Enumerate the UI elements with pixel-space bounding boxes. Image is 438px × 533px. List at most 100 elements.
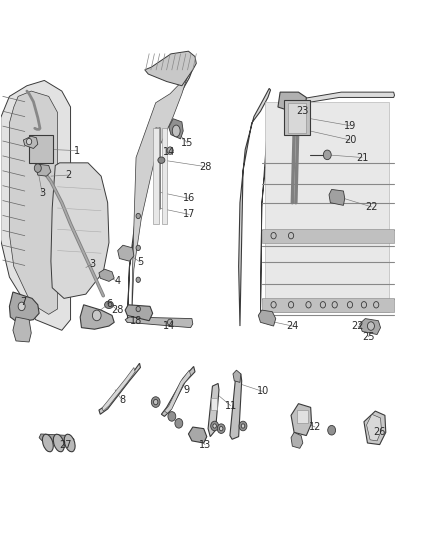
Text: 18: 18 <box>130 316 142 326</box>
Polygon shape <box>10 91 57 314</box>
Text: 13: 13 <box>199 440 211 450</box>
Circle shape <box>168 411 176 421</box>
Polygon shape <box>367 414 381 441</box>
Text: 28: 28 <box>112 305 124 315</box>
Circle shape <box>211 421 219 431</box>
Polygon shape <box>118 245 134 261</box>
Polygon shape <box>39 434 74 447</box>
Polygon shape <box>230 374 242 439</box>
Circle shape <box>288 302 293 308</box>
Circle shape <box>328 425 336 435</box>
Text: 26: 26 <box>374 427 386 438</box>
Polygon shape <box>99 364 141 414</box>
Polygon shape <box>239 88 271 326</box>
Text: 22: 22 <box>366 202 378 212</box>
Polygon shape <box>169 119 183 139</box>
Polygon shape <box>164 370 191 413</box>
Bar <box>288 103 306 133</box>
Circle shape <box>347 302 353 308</box>
Text: 16: 16 <box>183 193 195 204</box>
Ellipse shape <box>53 434 64 452</box>
Bar <box>297 410 307 423</box>
Text: 3: 3 <box>89 259 95 269</box>
Circle shape <box>332 302 337 308</box>
Text: 8: 8 <box>119 395 125 406</box>
Circle shape <box>306 302 311 308</box>
Text: 2: 2 <box>65 170 71 180</box>
Polygon shape <box>125 305 152 321</box>
Polygon shape <box>13 317 31 342</box>
Polygon shape <box>99 269 114 281</box>
Text: 1: 1 <box>74 146 80 156</box>
Ellipse shape <box>42 434 53 452</box>
Text: 25: 25 <box>362 332 374 342</box>
Circle shape <box>167 147 173 155</box>
Text: 17: 17 <box>183 209 195 220</box>
Text: 19: 19 <box>344 120 356 131</box>
Text: 12: 12 <box>309 422 321 432</box>
Circle shape <box>153 399 158 405</box>
Bar <box>29 135 53 163</box>
Circle shape <box>136 245 141 251</box>
Polygon shape <box>258 310 276 326</box>
Circle shape <box>92 310 101 321</box>
Text: 14: 14 <box>162 321 175 331</box>
Text: 3: 3 <box>39 188 45 198</box>
Text: 15: 15 <box>181 138 194 148</box>
Text: 21: 21 <box>356 152 368 163</box>
Ellipse shape <box>105 301 113 309</box>
Circle shape <box>175 418 183 428</box>
Text: 14: 14 <box>162 147 175 157</box>
Polygon shape <box>329 189 345 205</box>
Polygon shape <box>125 317 193 328</box>
Circle shape <box>361 302 367 308</box>
Polygon shape <box>278 92 306 112</box>
Circle shape <box>219 426 223 431</box>
Ellipse shape <box>158 157 165 164</box>
Circle shape <box>18 302 25 311</box>
Bar <box>162 128 167 224</box>
Circle shape <box>374 302 379 308</box>
Bar <box>285 100 310 135</box>
Polygon shape <box>188 427 207 443</box>
Text: 27: 27 <box>59 440 71 450</box>
Circle shape <box>136 277 141 282</box>
Circle shape <box>288 232 293 239</box>
Polygon shape <box>291 432 303 448</box>
Text: 22: 22 <box>352 321 364 331</box>
Polygon shape <box>291 403 311 435</box>
Bar <box>265 102 389 312</box>
Circle shape <box>136 306 141 312</box>
Polygon shape <box>23 136 38 149</box>
Polygon shape <box>360 319 381 335</box>
Polygon shape <box>364 411 386 445</box>
Text: 20: 20 <box>344 135 356 145</box>
Text: 5: 5 <box>137 257 144 267</box>
Ellipse shape <box>64 434 75 452</box>
Polygon shape <box>80 305 114 329</box>
Bar <box>262 229 394 243</box>
Bar <box>211 398 217 410</box>
Polygon shape <box>233 370 241 382</box>
Bar <box>262 298 394 312</box>
Polygon shape <box>161 367 195 416</box>
Circle shape <box>136 213 141 219</box>
Polygon shape <box>132 76 187 320</box>
Text: 4: 4 <box>115 277 121 286</box>
Polygon shape <box>102 368 135 411</box>
Text: 9: 9 <box>183 385 189 395</box>
Text: 10: 10 <box>257 386 269 397</box>
Ellipse shape <box>172 125 180 137</box>
Circle shape <box>241 424 245 428</box>
Circle shape <box>320 302 325 308</box>
Text: 28: 28 <box>199 161 211 172</box>
Circle shape <box>271 232 276 239</box>
Circle shape <box>217 424 225 433</box>
Bar <box>152 128 159 224</box>
Circle shape <box>239 421 247 431</box>
Circle shape <box>34 164 41 172</box>
Circle shape <box>271 302 276 308</box>
Polygon shape <box>36 165 51 176</box>
Text: 24: 24 <box>286 321 299 331</box>
Circle shape <box>26 139 32 145</box>
